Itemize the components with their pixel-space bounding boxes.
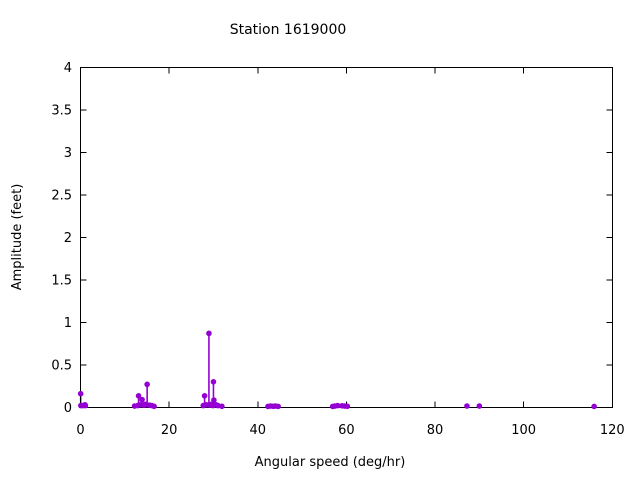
data-point <box>201 393 208 399</box>
x-tick-label: 20 <box>161 423 178 438</box>
x-tick-label: 40 <box>249 423 266 438</box>
data-point <box>476 403 483 409</box>
y-tick-label: 2 <box>64 231 72 246</box>
data-point <box>151 403 157 410</box>
data-point <box>139 396 145 403</box>
x-tick-label: 80 <box>427 423 444 438</box>
chart-title: Station 1619000 <box>230 22 347 38</box>
y-axis-label: Amplitude (feet) <box>10 184 25 291</box>
x-tick-label: 100 <box>511 423 536 438</box>
y-tick-label: 2.5 <box>51 188 72 203</box>
data-point <box>210 379 217 385</box>
data-point <box>144 381 150 388</box>
data-point <box>206 330 212 337</box>
y-tick-label: 1.5 <box>51 273 72 288</box>
data-point <box>275 403 281 410</box>
y-tick-label: 0.5 <box>51 358 72 373</box>
data-point <box>344 403 351 410</box>
data-point <box>334 402 341 409</box>
x-axis-label: Angular speed (deg/hr) <box>255 455 406 470</box>
data-point <box>82 402 89 409</box>
x-tick-label: 60 <box>338 423 355 438</box>
y-tick-label: 0 <box>64 401 72 416</box>
y-tick-label: 3.5 <box>51 103 72 118</box>
data-point <box>135 393 142 399</box>
x-tick-label: 0 <box>76 423 84 438</box>
data-point <box>219 403 225 410</box>
data-point <box>591 403 597 410</box>
data-point <box>77 390 84 397</box>
data-point <box>211 397 217 403</box>
x-tick-label: 120 <box>600 423 625 438</box>
y-tick-label: 3 <box>64 146 72 161</box>
data-point <box>464 403 470 409</box>
y-tick-label: 1 <box>64 316 72 331</box>
plot-border <box>80 66 613 408</box>
y-tick-label: 4 <box>64 61 72 76</box>
